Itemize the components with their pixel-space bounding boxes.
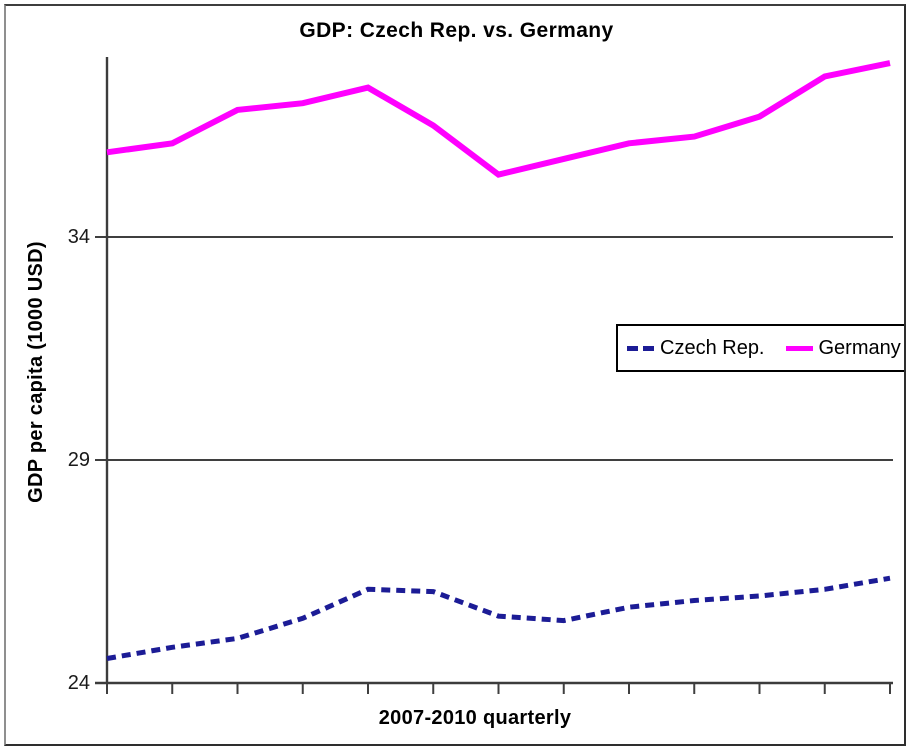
x-axis-ticks xyxy=(106,684,891,694)
solid-segment xyxy=(785,345,813,351)
dash-segment xyxy=(627,345,638,351)
legend-label-germany: Germany xyxy=(818,336,901,359)
x-axis-title: 2007-2010 quarterly xyxy=(378,707,572,729)
legend: Czech Rep. Germany xyxy=(616,324,906,372)
y-tick-label-34: 34 xyxy=(67,226,90,248)
chart-title: GDP: Czech Rep. vs. Germany xyxy=(299,19,614,42)
legend-label-czech-rep: Czech Rep. xyxy=(660,336,765,359)
y-tick-label-29: 29 xyxy=(67,449,90,471)
dash-segment xyxy=(643,345,654,351)
gridlines xyxy=(95,236,893,461)
germany-solid-line-swatch xyxy=(785,345,813,351)
czech-rep-dashed-line-swatch xyxy=(627,345,654,351)
germany-line xyxy=(106,60,891,178)
y-tick-label-24: 24 xyxy=(67,672,90,694)
czech-rep-line xyxy=(106,575,891,661)
